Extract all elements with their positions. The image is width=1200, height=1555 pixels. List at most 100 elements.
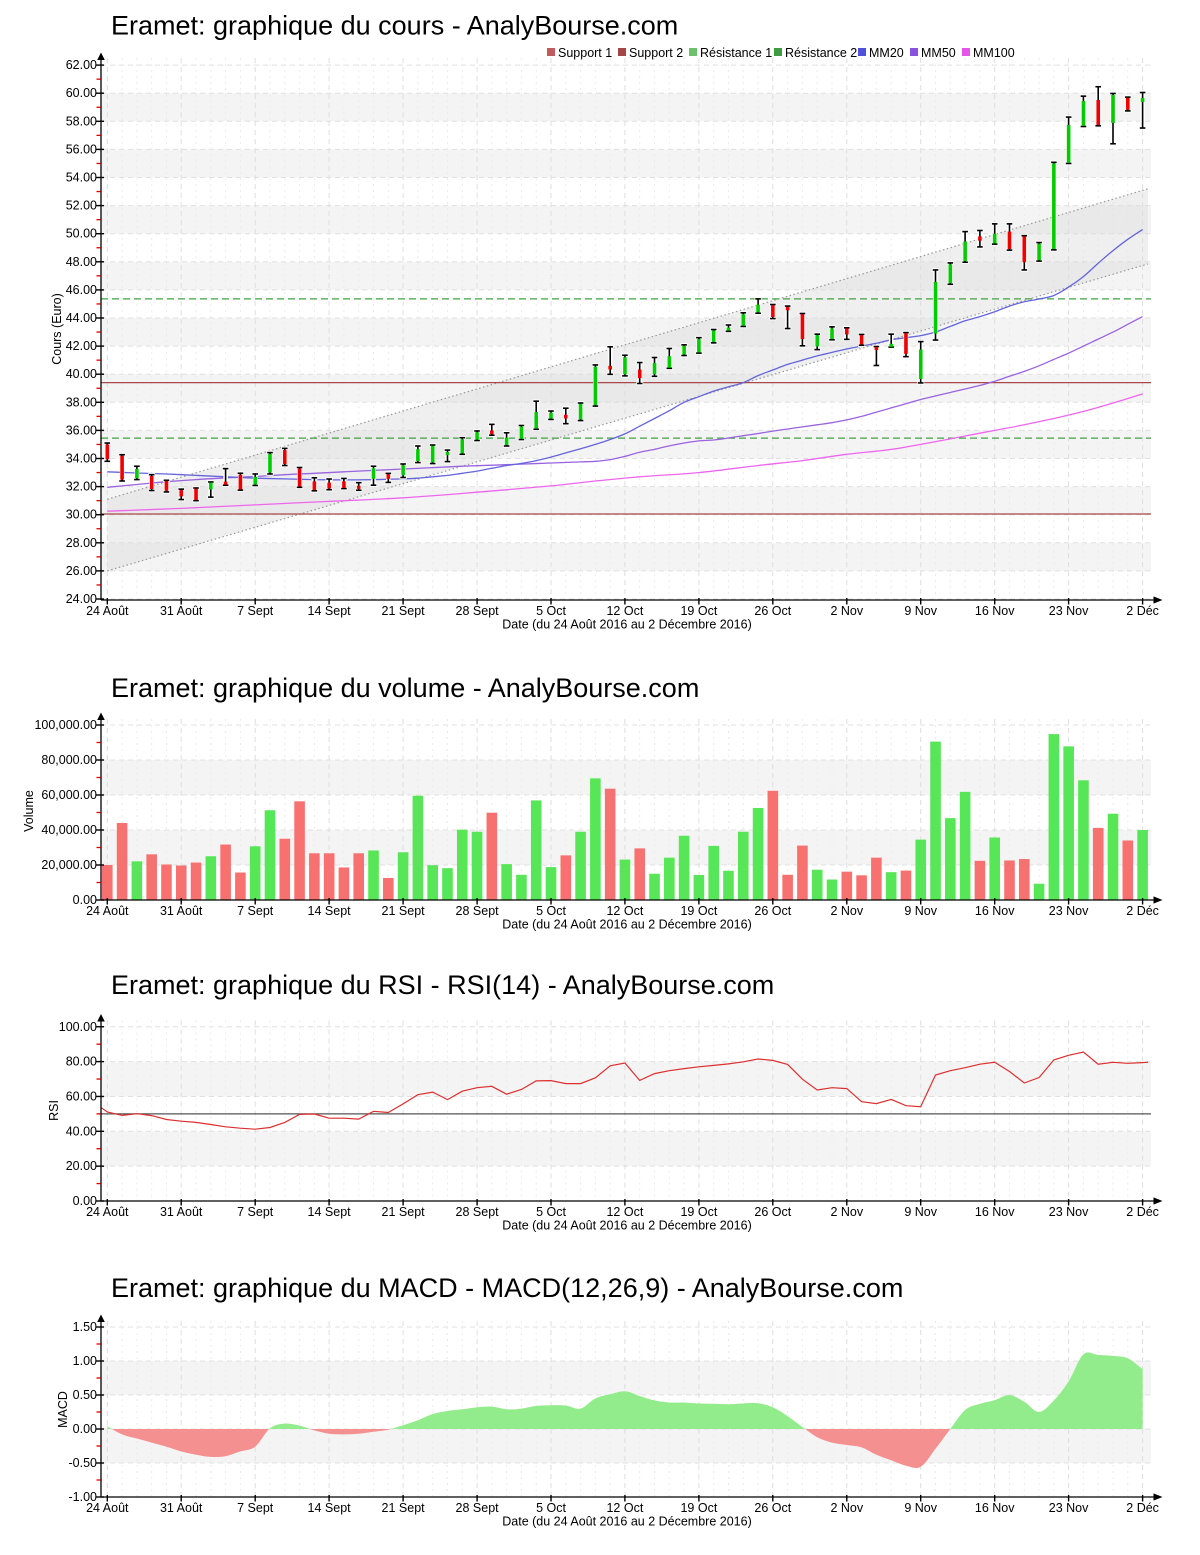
svg-text:23 Nov: 23 Nov (1049, 904, 1089, 918)
svg-text:RSI: RSI (47, 1100, 61, 1121)
svg-text:12 Oct: 12 Oct (606, 604, 643, 618)
svg-text:2 Nov: 2 Nov (830, 1501, 863, 1515)
svg-text:9 Nov: 9 Nov (904, 1501, 937, 1515)
svg-text:28 Sept: 28 Sept (456, 904, 500, 918)
svg-text:7 Sept: 7 Sept (237, 1205, 274, 1219)
svg-text:19 Oct: 19 Oct (680, 1501, 717, 1515)
svg-text:24 Août: 24 Août (86, 1501, 129, 1515)
svg-text:52.00: 52.00 (66, 199, 97, 213)
svg-text:5 Oct: 5 Oct (536, 604, 566, 618)
svg-text:40.00: 40.00 (66, 367, 97, 381)
svg-text:0.50: 0.50 (73, 1388, 97, 1402)
svg-text:58.00: 58.00 (66, 114, 97, 128)
svg-text:46.00: 46.00 (66, 283, 97, 297)
svg-text:19 Oct: 19 Oct (680, 1205, 717, 1219)
svg-text:34.00: 34.00 (66, 452, 97, 466)
svg-text:48.00: 48.00 (66, 255, 97, 269)
svg-text:Support 2: Support 2 (629, 46, 683, 60)
svg-text:31 Août: 31 Août (160, 1205, 203, 1219)
svg-text:7 Sept: 7 Sept (237, 1501, 274, 1515)
svg-text:Date (du 24 Août 2016 au 2 Déc: Date (du 24 Août 2016 au 2 Décembre 2016… (502, 918, 751, 932)
svg-text:21 Sept: 21 Sept (382, 1205, 426, 1219)
svg-text:16 Nov: 16 Nov (975, 604, 1015, 618)
svg-text:28 Sept: 28 Sept (456, 1501, 500, 1515)
svg-text:19 Oct: 19 Oct (680, 604, 717, 618)
svg-text:2 Nov: 2 Nov (830, 604, 863, 618)
svg-text:1.50: 1.50 (73, 1320, 97, 1334)
svg-text:0.00: 0.00 (73, 893, 97, 907)
svg-text:80,000.00: 80,000.00 (41, 753, 97, 767)
svg-text:100.00: 100.00 (59, 1020, 97, 1034)
svg-text:24 Août: 24 Août (86, 604, 129, 618)
svg-text:12 Oct: 12 Oct (606, 904, 643, 918)
svg-text:5 Oct: 5 Oct (536, 1205, 566, 1219)
svg-text:1.00: 1.00 (73, 1354, 97, 1368)
svg-text:Résistance 2: Résistance 2 (785, 46, 857, 60)
svg-text:60,000.00: 60,000.00 (41, 788, 97, 802)
svg-text:21 Sept: 21 Sept (382, 904, 426, 918)
svg-text:Cours (Euro): Cours (Euro) (50, 293, 64, 365)
svg-text:12 Oct: 12 Oct (606, 1205, 643, 1219)
svg-text:62.00: 62.00 (66, 58, 97, 72)
svg-text:26 Oct: 26 Oct (754, 1501, 791, 1515)
svg-text:28 Sept: 28 Sept (456, 1205, 500, 1219)
svg-text:9 Nov: 9 Nov (904, 904, 937, 918)
svg-text:9 Nov: 9 Nov (904, 604, 937, 618)
svg-text:14 Sept: 14 Sept (308, 604, 352, 618)
svg-text:31 Août: 31 Août (160, 1501, 203, 1515)
svg-text:19 Oct: 19 Oct (680, 904, 717, 918)
svg-text:32.00: 32.00 (66, 480, 97, 494)
svg-text:26.00: 26.00 (66, 564, 97, 578)
svg-text:Support 1: Support 1 (558, 46, 612, 60)
svg-text:Date (du 24 Août 2016 au 2 Déc: Date (du 24 Août 2016 au 2 Décembre 2016… (502, 1515, 751, 1529)
svg-text:12 Oct: 12 Oct (606, 1501, 643, 1515)
svg-text:56.00: 56.00 (66, 142, 97, 156)
svg-text:7 Sept: 7 Sept (237, 904, 274, 918)
svg-text:7 Sept: 7 Sept (237, 604, 274, 618)
svg-text:60.00: 60.00 (66, 1089, 97, 1103)
svg-text:21 Sept: 21 Sept (382, 1501, 426, 1515)
svg-text:Résistance 1: Résistance 1 (700, 46, 772, 60)
svg-text:MM100: MM100 (973, 46, 1015, 60)
svg-text:28 Sept: 28 Sept (456, 604, 500, 618)
svg-text:Eramet: graphique du RSI - RSI: Eramet: graphique du RSI - RSI(14) - Ana… (111, 970, 774, 1000)
svg-text:Volume: Volume (22, 790, 36, 832)
svg-text:2 Déc: 2 Déc (1126, 1205, 1159, 1219)
svg-text:23 Nov: 23 Nov (1049, 1501, 1089, 1515)
svg-text:24 Août: 24 Août (86, 904, 129, 918)
svg-text:23 Nov: 23 Nov (1049, 604, 1089, 618)
svg-text:MACD: MACD (56, 1391, 70, 1428)
svg-text:5 Oct: 5 Oct (536, 904, 566, 918)
svg-text:9 Nov: 9 Nov (904, 1205, 937, 1219)
svg-text:36.00: 36.00 (66, 423, 97, 437)
svg-text:30.00: 30.00 (66, 508, 97, 522)
svg-text:Eramet: graphique du MACD - MA: Eramet: graphique du MACD - MACD(12,26,9… (111, 1273, 903, 1303)
svg-text:2 Déc: 2 Déc (1126, 1501, 1159, 1515)
svg-text:14 Sept: 14 Sept (308, 904, 352, 918)
svg-text:24.00: 24.00 (66, 592, 97, 606)
svg-text:Eramet: graphique du cours - A: Eramet: graphique du cours - AnalyBourse… (111, 11, 678, 41)
svg-text:Eramet: graphique du volume -: Eramet: graphique du volume - AnalyBours… (111, 673, 699, 703)
svg-text:2 Déc: 2 Déc (1126, 904, 1159, 918)
svg-text:40.00: 40.00 (66, 1124, 97, 1138)
svg-text:20,000.00: 20,000.00 (41, 858, 97, 872)
svg-text:0.00: 0.00 (73, 1422, 97, 1436)
svg-text:100,000.00: 100,000.00 (34, 718, 97, 732)
svg-text:50.00: 50.00 (66, 227, 97, 241)
svg-text:2 Nov: 2 Nov (830, 904, 863, 918)
svg-text:38.00: 38.00 (66, 395, 97, 409)
svg-text:44.00: 44.00 (66, 311, 97, 325)
svg-text:54.00: 54.00 (66, 171, 97, 185)
svg-text:80.00: 80.00 (66, 1055, 97, 1069)
svg-text:26 Oct: 26 Oct (754, 904, 791, 918)
svg-text:26 Oct: 26 Oct (754, 1205, 791, 1219)
svg-text:16 Nov: 16 Nov (975, 1501, 1015, 1515)
svg-text:20.00: 20.00 (66, 1159, 97, 1173)
svg-text:2 Déc: 2 Déc (1126, 604, 1159, 618)
svg-text:2 Nov: 2 Nov (830, 1205, 863, 1219)
svg-text:21 Sept: 21 Sept (382, 604, 426, 618)
svg-text:5 Oct: 5 Oct (536, 1501, 566, 1515)
svg-text:MM50: MM50 (921, 46, 956, 60)
svg-text:14 Sept: 14 Sept (308, 1501, 352, 1515)
svg-text:-0.50: -0.50 (69, 1456, 98, 1470)
